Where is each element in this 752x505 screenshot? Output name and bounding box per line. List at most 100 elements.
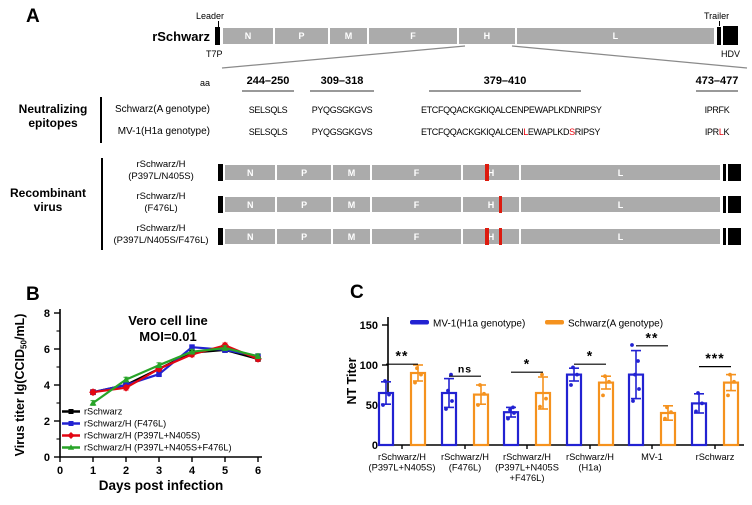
genome-segment-label: L bbox=[612, 31, 619, 41]
genome-segment-l: L bbox=[516, 28, 714, 44]
genome-segment-label: N bbox=[246, 231, 254, 242]
recombinant-trailer-mark bbox=[723, 196, 726, 213]
genome-segment-label: N bbox=[246, 199, 254, 210]
recombinant-hdv-mark bbox=[728, 164, 741, 181]
svg-text:(P397L+N405S): (P397L+N405S) bbox=[369, 463, 436, 473]
recombinant-row-label: rSchwarz/H bbox=[136, 223, 186, 234]
svg-text:0: 0 bbox=[57, 465, 63, 477]
genome-segment-f: F bbox=[372, 197, 461, 212]
genome-segment-label: P bbox=[298, 31, 305, 41]
epitope-header-underline bbox=[242, 90, 294, 92]
genome-segment-label: M bbox=[347, 199, 356, 210]
epitope-sequence: PYQGSGKGVS bbox=[292, 127, 392, 137]
sequence-part: PYQGSGKGVS bbox=[311, 127, 373, 137]
svg-text:+F476L): +F476L) bbox=[510, 473, 545, 483]
genome-segment-label: F bbox=[413, 167, 420, 178]
recombinant-hdv-mark bbox=[728, 228, 741, 245]
genome-segment-label: H bbox=[487, 199, 495, 210]
genome-segment-p: P bbox=[277, 165, 331, 180]
genome-segment-h: H bbox=[462, 196, 520, 213]
genome-segment-label: P bbox=[301, 167, 308, 178]
recombinant-leader-mark bbox=[218, 164, 223, 181]
nt-titer-chart: 0 50 100 150 NT Titer MV-1(H1a genotype) Schwa… bbox=[345, 317, 744, 483]
svg-text:rSchwarz: rSchwarz bbox=[84, 407, 123, 417]
epitope-header-underline bbox=[696, 90, 738, 92]
svg-text:1: 1 bbox=[90, 465, 96, 477]
svg-text:rSchwarz/H (F476L): rSchwarz/H (F476L) bbox=[84, 419, 166, 429]
svg-text:rSchwarz/H (P397L+N405S): rSchwarz/H (P397L+N405S) bbox=[84, 431, 200, 441]
neutralizing-divider bbox=[100, 97, 102, 143]
svg-text:MOI=0.01: MOI=0.01 bbox=[139, 329, 196, 344]
genome-segment-label: F bbox=[413, 231, 420, 242]
epitope-position-header: 473–477 bbox=[695, 75, 739, 87]
sequence-part: L bbox=[523, 127, 528, 137]
genome-segment-f: F bbox=[368, 28, 457, 44]
trailer-tick bbox=[719, 21, 720, 26]
recombinant-trailer-mark bbox=[723, 164, 726, 181]
genome-segment-h: H bbox=[462, 228, 520, 245]
mutation-mark bbox=[498, 196, 503, 213]
svg-text:4: 4 bbox=[44, 380, 51, 392]
svg-text:6: 6 bbox=[44, 344, 50, 356]
svg-text:NT Titer: NT Titer bbox=[345, 357, 359, 404]
genome-segment-p: P bbox=[277, 229, 331, 244]
genome-segment-h: H bbox=[458, 28, 515, 44]
genome-segment-p: P bbox=[275, 28, 328, 44]
svg-text:Virus titer lg(CCID50/mL): Virus titer lg(CCID50/mL) bbox=[13, 314, 29, 457]
svg-text:ns: ns bbox=[458, 364, 472, 376]
genome-segment-label: L bbox=[617, 231, 624, 242]
sequence-part: PYQGSGKGVS bbox=[311, 105, 373, 115]
epitope-sequence: SELSQLS bbox=[228, 127, 308, 137]
genome-segment-n: N bbox=[223, 28, 274, 44]
svg-text:3: 3 bbox=[156, 465, 162, 477]
sequence-part: ETCFQQACKGKIQALCEN bbox=[421, 127, 524, 137]
svg-text:(F476L): (F476L) bbox=[449, 463, 482, 473]
mutation-mark bbox=[485, 164, 489, 181]
epitope-header-underline bbox=[310, 90, 374, 92]
trailer-label: Trailer bbox=[704, 11, 730, 21]
leader-tick bbox=[218, 21, 219, 27]
svg-text:rSchwarz/H: rSchwarz/H bbox=[378, 452, 426, 462]
genome-segment-label: F bbox=[413, 199, 420, 210]
genome-segment-m: M bbox=[332, 165, 371, 180]
recombinant-row-label: (P397L/N405S/F476L) bbox=[113, 235, 209, 246]
genome-segment-label: P bbox=[301, 199, 308, 210]
genome-segment-m: M bbox=[332, 197, 371, 212]
genome-segment-label: P bbox=[301, 231, 308, 242]
epitope-sequence: IPRFK bbox=[689, 105, 745, 115]
recombinant-row-label: rSchwarz/H bbox=[136, 191, 186, 202]
recombinant-virus-label-line2: virus bbox=[33, 200, 63, 214]
epitope-position-header: 379–410 bbox=[483, 75, 527, 87]
svg-text:(P397L+N405S: (P397L+N405S bbox=[495, 463, 559, 473]
svg-text:Days post infection: Days post infection bbox=[99, 478, 224, 493]
genome-segment-label: H bbox=[487, 167, 495, 178]
genome-segment-label: M bbox=[347, 167, 356, 178]
genome-segment-n: N bbox=[225, 165, 276, 180]
genome-segment-f: F bbox=[372, 165, 461, 180]
sequence-part: RIPSY bbox=[574, 127, 601, 137]
genome-segment-label: N bbox=[246, 167, 254, 178]
recombinant-row-label: (F476L) bbox=[144, 203, 178, 214]
svg-text:(H1a): (H1a) bbox=[578, 463, 601, 473]
panel-c-label: C bbox=[350, 282, 364, 303]
sequence-part: S bbox=[569, 127, 575, 137]
zoom-fan-lines bbox=[221, 45, 748, 69]
recombinant-trailer-mark bbox=[723, 228, 726, 245]
recombinant-row-label: (P397L/N405S) bbox=[128, 171, 194, 182]
sequence-part: ETCFQQACKGKIQALCENPEWAPLKDNRIPSY bbox=[421, 105, 602, 115]
mutation-mark bbox=[485, 228, 489, 245]
recombinant-row-label: rSchwarz/H bbox=[136, 159, 186, 170]
t7p-label: T7P bbox=[206, 49, 223, 59]
svg-text:Vero cell line: Vero cell line bbox=[128, 313, 208, 328]
genome-segment-n: N bbox=[225, 197, 276, 212]
epitope-position-header: 244–250 bbox=[246, 75, 290, 87]
aa-label: aa bbox=[200, 78, 211, 88]
svg-text:2: 2 bbox=[44, 416, 50, 428]
neutralizing-epitopes-label-line1: Neutralizing bbox=[18, 102, 88, 116]
genome-segment-l: L bbox=[521, 197, 720, 212]
